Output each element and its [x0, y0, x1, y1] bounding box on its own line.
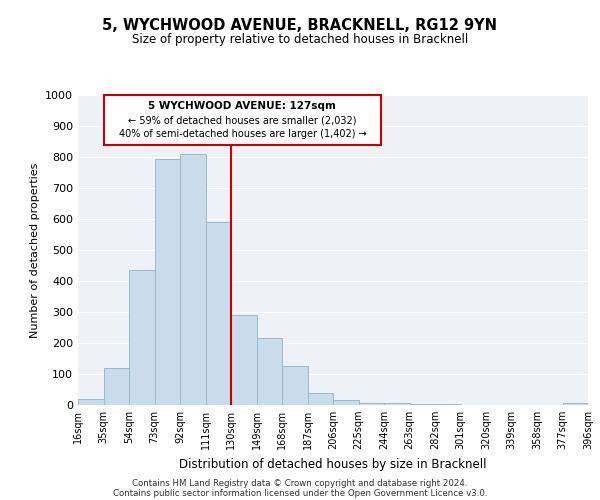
- Bar: [384, 404, 409, 405]
- Bar: [435, 404, 461, 405]
- Bar: [257, 338, 282, 405]
- Bar: [409, 404, 435, 405]
- Bar: [104, 368, 129, 405]
- Text: ← 59% of detached houses are smaller (2,032): ← 59% of detached houses are smaller (2,…: [128, 115, 356, 125]
- Bar: [333, 400, 359, 405]
- Text: Contains HM Land Registry data © Crown copyright and database right 2024.: Contains HM Land Registry data © Crown c…: [132, 478, 468, 488]
- Text: Size of property relative to detached houses in Bracknell: Size of property relative to detached ho…: [132, 32, 468, 46]
- Bar: [155, 158, 180, 405]
- Bar: [205, 222, 231, 405]
- Bar: [78, 400, 104, 405]
- Text: 40% of semi-detached houses are larger (1,402) →: 40% of semi-detached houses are larger (…: [119, 129, 366, 139]
- Bar: [282, 366, 308, 405]
- Bar: [231, 315, 257, 405]
- Bar: [359, 402, 384, 405]
- FancyBboxPatch shape: [104, 95, 382, 145]
- Text: Contains public sector information licensed under the Open Government Licence v3: Contains public sector information licen…: [113, 488, 487, 498]
- Text: 5, WYCHWOOD AVENUE, BRACKNELL, RG12 9YN: 5, WYCHWOOD AVENUE, BRACKNELL, RG12 9YN: [103, 18, 497, 32]
- Bar: [563, 404, 588, 405]
- Y-axis label: Number of detached properties: Number of detached properties: [29, 162, 40, 338]
- Bar: [180, 154, 205, 405]
- X-axis label: Distribution of detached houses by size in Bracknell: Distribution of detached houses by size …: [179, 458, 487, 470]
- Text: 5 WYCHWOOD AVENUE: 127sqm: 5 WYCHWOOD AVENUE: 127sqm: [148, 101, 337, 111]
- Bar: [308, 392, 333, 405]
- Bar: [129, 270, 155, 405]
